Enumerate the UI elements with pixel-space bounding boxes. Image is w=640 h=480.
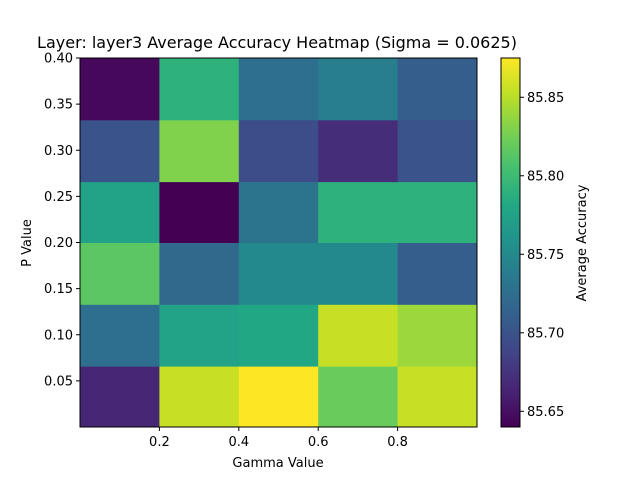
- heatmap-cell: [239, 366, 319, 427]
- heatmap-cell: [239, 304, 319, 366]
- y-tick-label: 0.05: [44, 374, 73, 389]
- y-tick-label: 0.40: [44, 52, 73, 67]
- y-axis: 0.05 0.10 0.15 0.20 0.25 0.30 0.35 0.40: [44, 52, 80, 390]
- heatmap-cell: [80, 182, 160, 243]
- colorbar-axis: 85.65 85.70 85.75 85.80 85.85: [520, 91, 564, 420]
- heatmap-cell: [318, 120, 398, 182]
- heatmap-cell: [318, 304, 398, 366]
- y-tick-label: 0.20: [44, 236, 73, 251]
- y-axis-title: P Value: [20, 219, 35, 267]
- colorbar-tick-label: 85.75: [527, 248, 564, 263]
- y-tick-label: 0.25: [44, 190, 73, 205]
- heatmap-cell: [318, 366, 398, 427]
- heatmap-cell: [318, 58, 398, 120]
- heatmap-cell: [80, 243, 160, 305]
- heatmap-cell: [159, 182, 239, 243]
- heatmap-cell: [398, 304, 478, 366]
- x-tick-label: 0.6: [308, 435, 329, 450]
- heatmap-cell: [239, 182, 319, 243]
- heatmap-cell: [159, 304, 239, 366]
- x-tick-label: 0.2: [149, 435, 170, 450]
- heatmap-cell: [159, 58, 239, 120]
- heatmap-cells: [80, 58, 478, 428]
- heatmap-cell: [80, 366, 160, 427]
- heatmap-cell: [159, 120, 239, 182]
- x-axis: 0.2 0.4 0.6 0.8: [149, 427, 408, 450]
- heatmap-cell: [398, 366, 478, 427]
- heatmap-cell: [398, 182, 478, 243]
- x-tick-label: 0.4: [228, 435, 249, 450]
- colorbar-tick-label: 85.80: [527, 169, 564, 184]
- x-tick-label: 0.8: [387, 435, 408, 450]
- heatmap-cell: [398, 58, 478, 120]
- heatmap-cell: [239, 120, 319, 182]
- heatmap-cell: [80, 58, 160, 120]
- colorbar: [501, 58, 520, 427]
- heatmap-cell: [318, 243, 398, 305]
- heatmap-cell: [239, 243, 319, 305]
- y-tick-label: 0.30: [44, 144, 73, 159]
- heatmap-cell: [318, 182, 398, 243]
- y-tick-label: 0.15: [44, 282, 73, 297]
- heatmap-cell: [80, 304, 160, 366]
- x-axis-title: Gamma Value: [232, 456, 323, 471]
- heatmap-cell: [159, 243, 239, 305]
- colorbar-tick-label: 85.70: [527, 326, 564, 341]
- heatmap-cell: [398, 243, 478, 305]
- y-tick-label: 0.35: [44, 98, 73, 113]
- heatmap-cell: [239, 58, 319, 120]
- heatmap-cell: [159, 366, 239, 427]
- heatmap-cell: [80, 120, 160, 182]
- colorbar-tick-label: 85.85: [527, 91, 564, 106]
- colorbar-tick-label: 85.65: [527, 405, 564, 420]
- y-tick-label: 0.10: [44, 328, 73, 343]
- chart-title: Layer: layer3 Average Accuracy Heatmap (…: [37, 33, 517, 52]
- heatmap-cell: [398, 120, 478, 182]
- colorbar-title: Average Accuracy: [575, 184, 590, 301]
